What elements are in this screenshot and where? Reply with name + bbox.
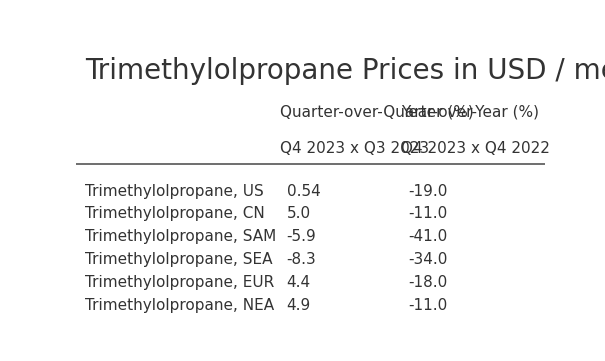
Text: Q4 2023 x Q4 2022: Q4 2023 x Q4 2022: [402, 140, 551, 156]
Text: Quarter-over-Quarter (%): Quarter-over-Quarter (%): [280, 104, 473, 119]
Text: -11.0: -11.0: [408, 206, 448, 222]
Text: Trimethylolpropane, CN: Trimethylolpropane, CN: [85, 206, 265, 222]
Text: 4.9: 4.9: [287, 298, 311, 313]
Text: Trimethylolpropane, US: Trimethylolpropane, US: [85, 184, 264, 199]
Text: Trimethylolpropane, NEA: Trimethylolpropane, NEA: [85, 298, 274, 313]
Text: Q4 2023 x Q3 2023: Q4 2023 x Q3 2023: [280, 140, 429, 156]
Text: 0.54: 0.54: [287, 184, 321, 199]
Text: Trimethylolpropane Prices in USD / metric ton: Trimethylolpropane Prices in USD / metri…: [85, 57, 605, 85]
Text: -8.3: -8.3: [287, 252, 316, 267]
Text: Trimethylolpropane, EUR: Trimethylolpropane, EUR: [85, 275, 274, 290]
Text: 5.0: 5.0: [287, 206, 311, 222]
Text: Year-over-Year (%): Year-over-Year (%): [402, 104, 540, 119]
Text: Trimethylolpropane, SAM: Trimethylolpropane, SAM: [85, 229, 276, 244]
Text: Trimethylolpropane, SEA: Trimethylolpropane, SEA: [85, 252, 272, 267]
Text: -34.0: -34.0: [408, 252, 448, 267]
Text: -41.0: -41.0: [408, 229, 448, 244]
Text: -11.0: -11.0: [408, 298, 448, 313]
Text: -18.0: -18.0: [408, 275, 448, 290]
Text: -19.0: -19.0: [408, 184, 448, 199]
Text: 4.4: 4.4: [287, 275, 311, 290]
Text: -5.9: -5.9: [287, 229, 316, 244]
